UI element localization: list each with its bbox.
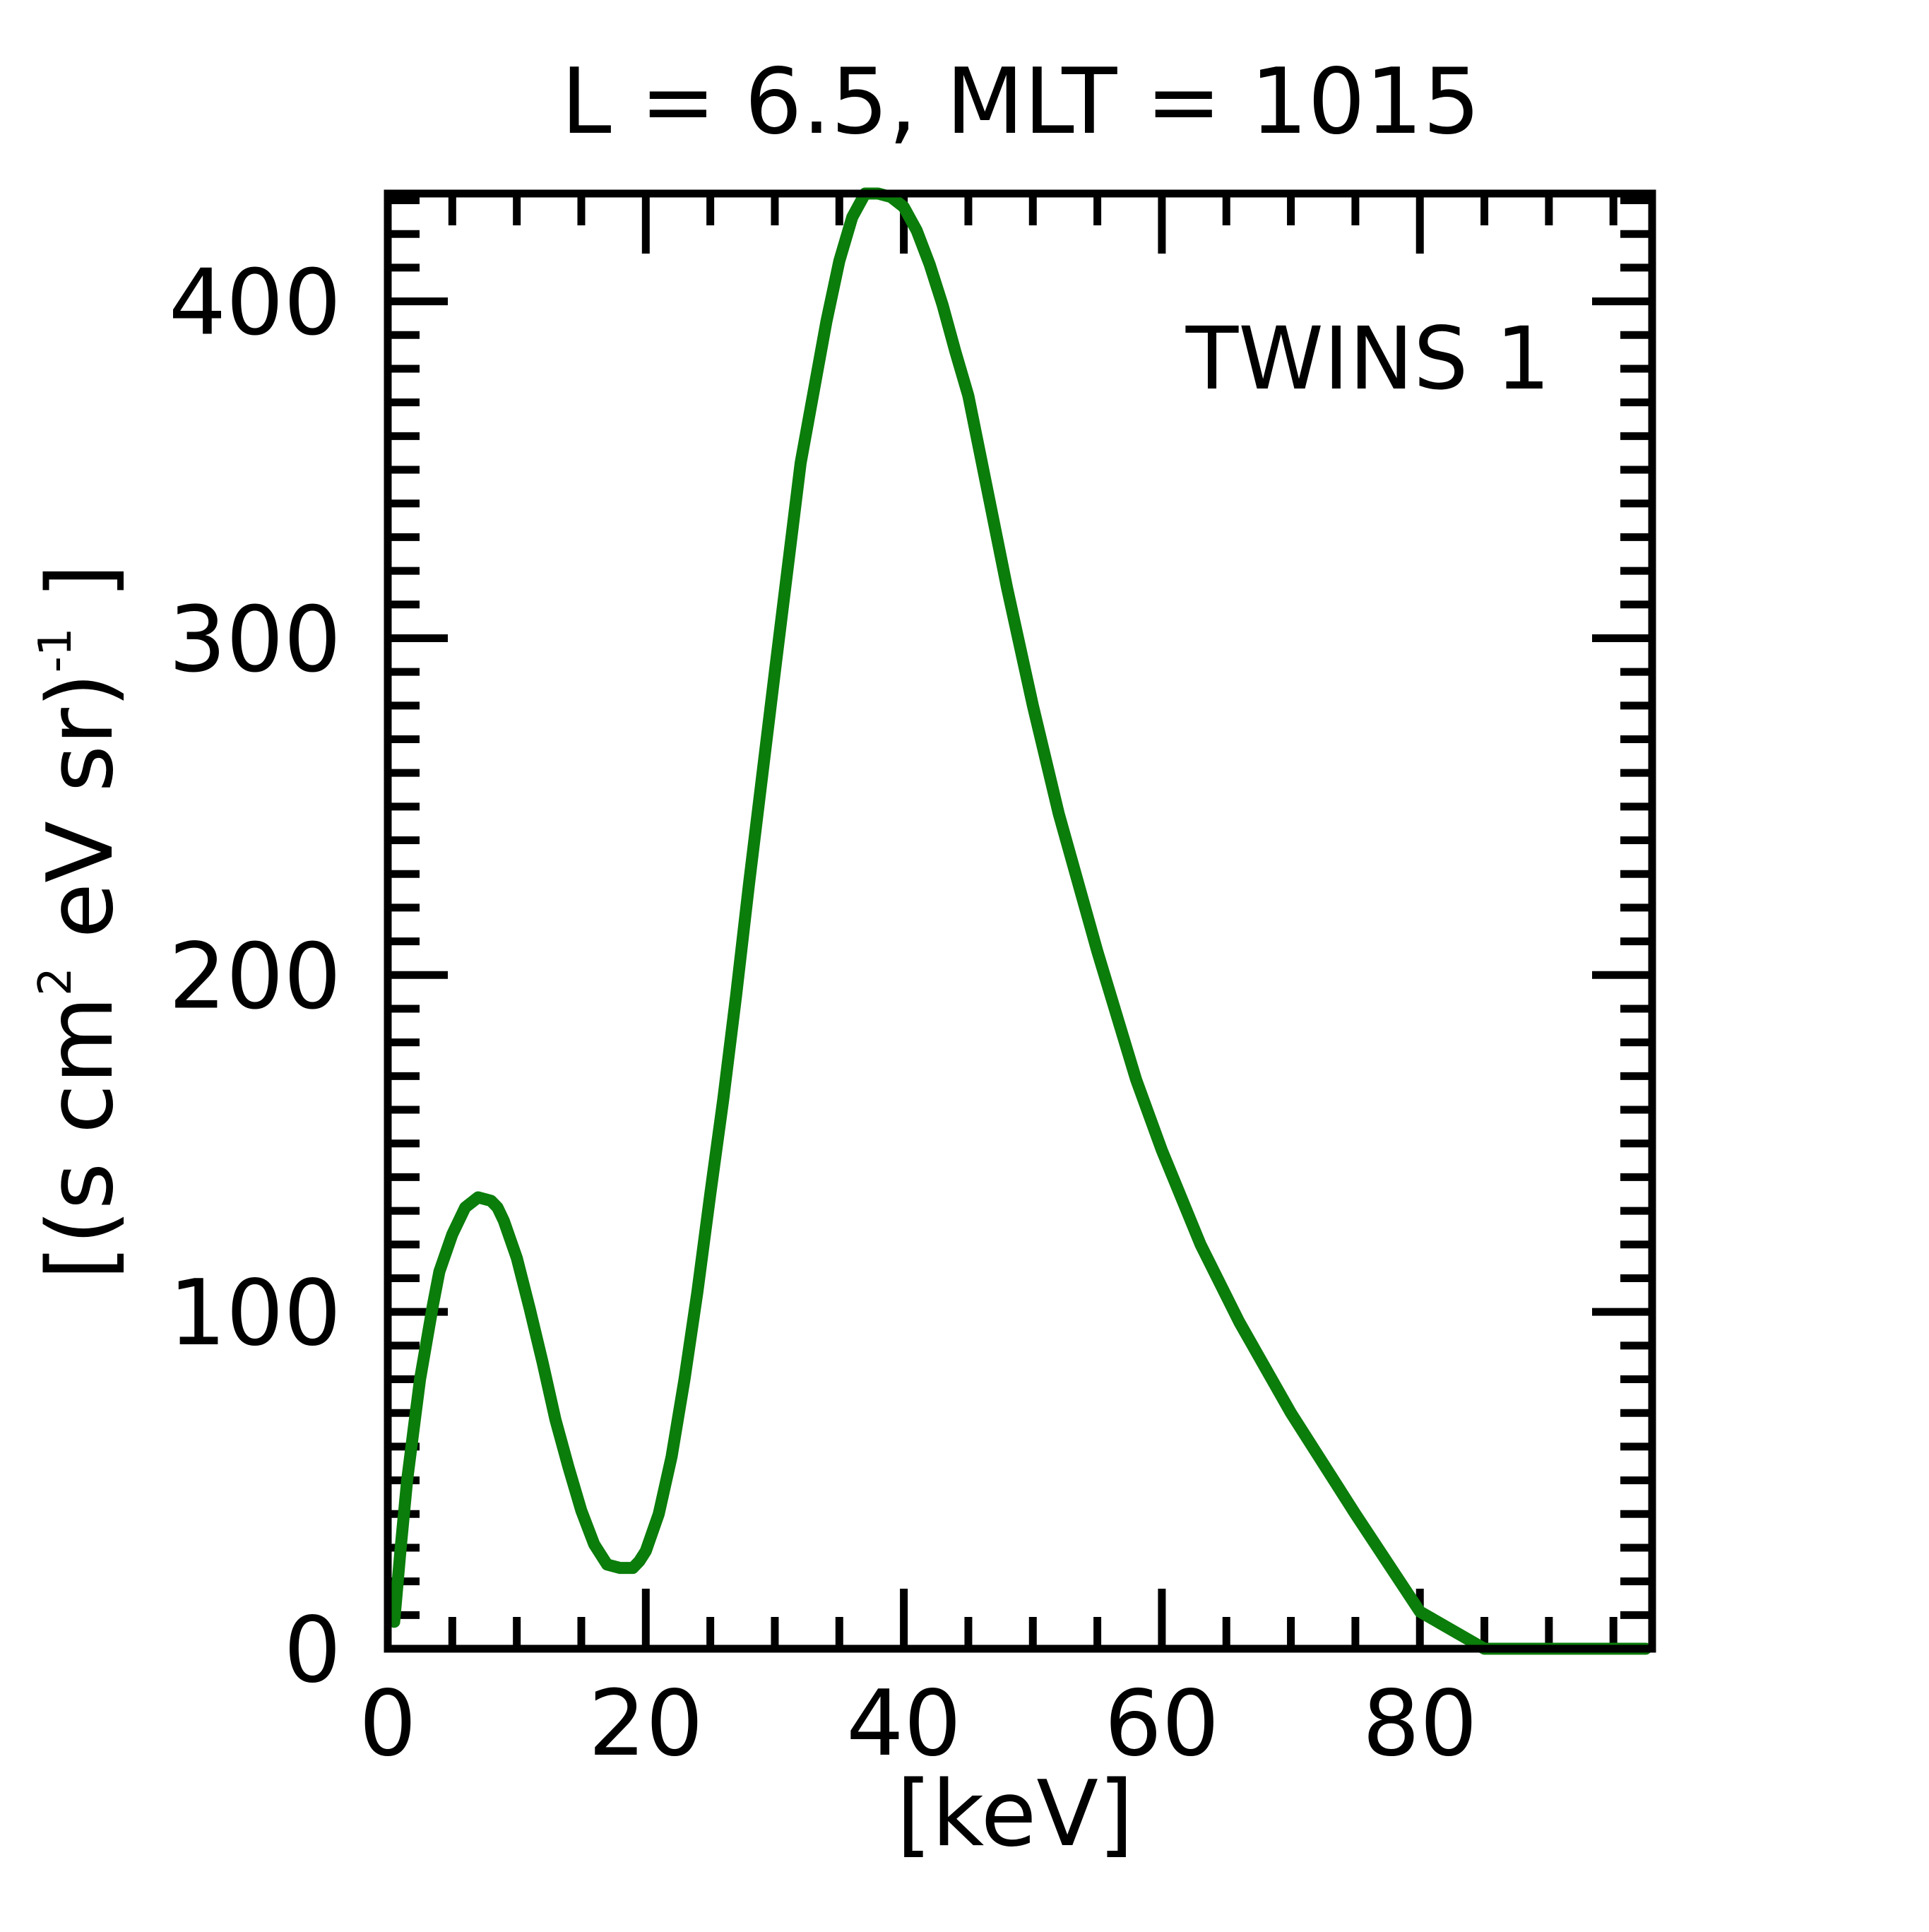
y-tick-label: 100 xyxy=(169,1261,341,1366)
y-axis-label-base: [(s cm xyxy=(28,996,133,1280)
legend-label-twins-1: TWINS 1 xyxy=(1185,309,1550,409)
y-tick-label: 200 xyxy=(169,924,341,1029)
y-tick-label: 300 xyxy=(169,587,341,692)
y-axis-label-mid: eV sr) xyxy=(28,672,133,967)
y-axis-label-sup-minus-1: -1 xyxy=(30,627,82,672)
y-tick-label: 0 xyxy=(284,1598,341,1703)
x-axis-label: [keV] xyxy=(896,1762,1134,1867)
y-axis-label: [(s cm2 eV sr)-1 ] xyxy=(28,564,133,1280)
chart-title: L = 6.5, MLT = 1015 xyxy=(561,49,1480,155)
x-tick-label: 0 xyxy=(359,1671,416,1777)
x-tick-label: 40 xyxy=(846,1671,961,1777)
y-tick-label: 400 xyxy=(169,251,341,356)
tick-labels: 0 20 40 60 80 0 100 200 300 400 xyxy=(169,251,1478,1777)
y-axis-label-end: ] xyxy=(28,564,133,628)
x-tick-label: 80 xyxy=(1363,1671,1478,1777)
plot-frame xyxy=(384,189,1656,1653)
x-tick-label: 20 xyxy=(588,1671,704,1777)
y-axis-label-sup-2: 2 xyxy=(30,967,82,996)
x-tick-label: 60 xyxy=(1104,1671,1219,1777)
minor-ticks xyxy=(388,194,1652,1649)
series-line-twins-1 xyxy=(388,187,1652,1655)
